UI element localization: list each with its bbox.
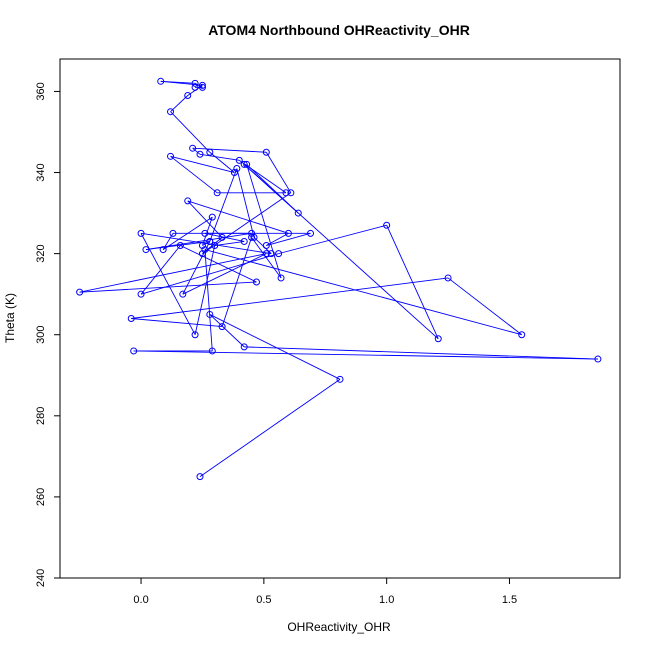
series-segment: [252, 237, 281, 278]
y-axis-label: Theta (K): [3, 293, 17, 343]
series-segment: [202, 193, 290, 254]
series-segment: [195, 246, 215, 335]
series-segment: [193, 148, 267, 152]
x-tick-label: 0.5: [256, 594, 271, 606]
y-tick-label: 340: [35, 163, 47, 181]
x-axis: 0.0 0.5 1.0 1.5: [133, 578, 517, 606]
x-axis-label: OHReactivity_OHR: [287, 620, 391, 634]
series-segment: [205, 250, 522, 335]
series-segment: [131, 278, 448, 319]
series-segment: [210, 168, 237, 241]
y-tick-label: 240: [35, 569, 47, 587]
series-segment: [131, 319, 222, 327]
series-segment: [266, 233, 310, 245]
x-tick-label: 0.0: [133, 594, 148, 606]
series-segment: [183, 254, 267, 295]
series-segment: [387, 225, 439, 339]
series-segment: [279, 225, 387, 253]
chart-title: ATOM4 Northbound OHReactivity_OHR: [208, 22, 470, 38]
series-segment: [222, 237, 251, 326]
chart: ATOM4 Northbound OHReactivity_OHR 240 260…: [0, 0, 650, 650]
plot-area-frame: [60, 59, 620, 578]
y-tick-label: 300: [35, 326, 47, 344]
y-tick-label: 280: [35, 407, 47, 425]
series-segment: [134, 351, 598, 359]
series-segment: [200, 154, 239, 160]
series-points: [77, 78, 601, 479]
series-segment: [210, 314, 244, 346]
series-segment: [171, 95, 188, 111]
series-segment: [448, 278, 522, 335]
x-tick-label: 1.0: [379, 594, 394, 606]
series-segment: [244, 347, 598, 359]
x-tick-label: 1.5: [502, 594, 517, 606]
y-tick-label: 320: [35, 244, 47, 262]
series-segment: [239, 160, 286, 192]
series-segment: [200, 379, 340, 476]
y-tick-label: 360: [35, 82, 47, 100]
series-segment: [210, 314, 340, 379]
y-tick-label: 260: [35, 488, 47, 506]
series-lines: [80, 81, 598, 476]
y-axis: 240 260 280 300 320 340 360: [35, 82, 60, 587]
